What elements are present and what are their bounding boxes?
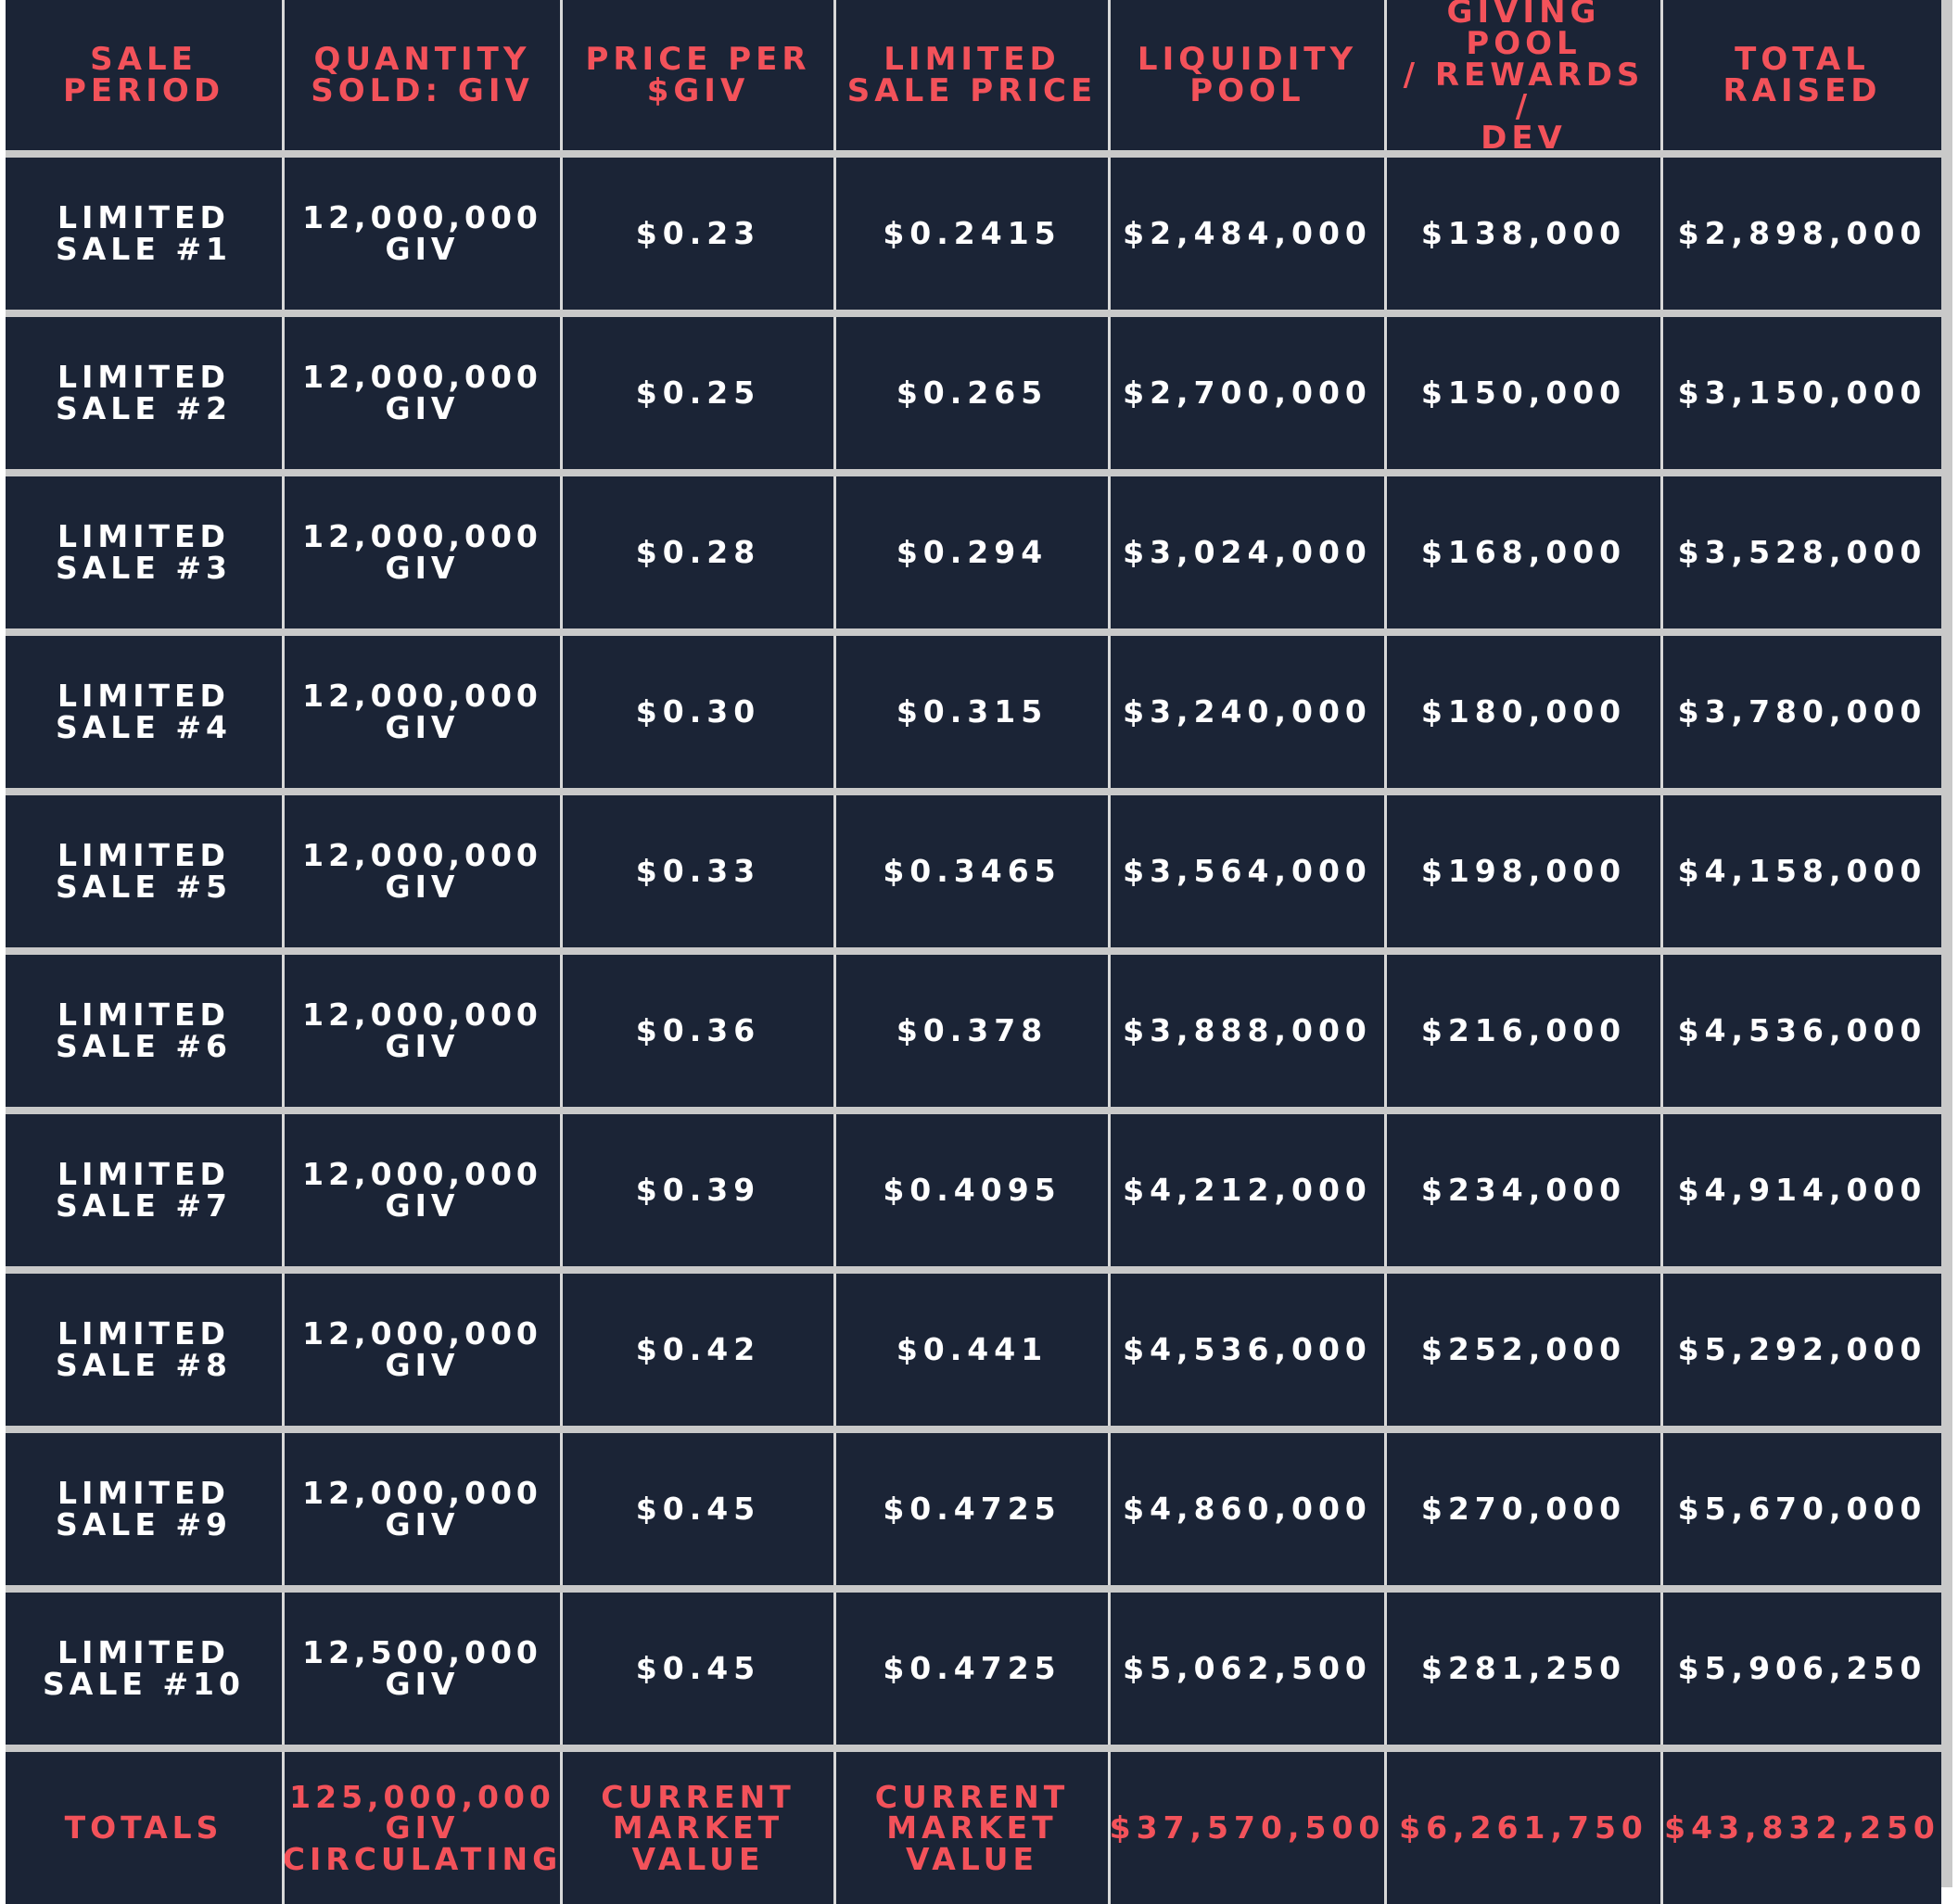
sale-period-cell: LIMITED SALE #4 bbox=[6, 636, 282, 788]
price-cell: $0.42 bbox=[560, 1274, 833, 1426]
quantity-cell: 12,000,000 GIV bbox=[282, 317, 560, 469]
sale-price-cell: $0.3465 bbox=[833, 795, 1108, 947]
price-cell: $0.25 bbox=[560, 317, 833, 469]
header-total-raised: TOTAL RAISED bbox=[1660, 0, 1941, 150]
sale-price-cell: $0.4725 bbox=[833, 1593, 1108, 1745]
liquidity-cell: $2,484,000 bbox=[1108, 158, 1384, 310]
price-cell: $0.36 bbox=[560, 955, 833, 1107]
price-cell: $0.33 bbox=[560, 795, 833, 947]
liquidity-cell: $2,700,000 bbox=[1108, 317, 1384, 469]
sale-period-cell: LIMITED SALE #10 bbox=[6, 1593, 282, 1745]
giving-pool-cell: $216,000 bbox=[1384, 955, 1660, 1107]
totals-giving-pool: $6,261,750 bbox=[1384, 1752, 1660, 1904]
header-giving-pool: GIVING POOL / REWARDS / DEV bbox=[1384, 0, 1660, 150]
total-raised-cell: $2,898,000 bbox=[1660, 158, 1941, 310]
price-cell: $0.28 bbox=[560, 476, 833, 628]
quantity-cell: 12,500,000 GIV bbox=[282, 1593, 560, 1745]
totals-price: CURRENT MARKET VALUE bbox=[560, 1752, 833, 1904]
giving-pool-cell: $150,000 bbox=[1384, 317, 1660, 469]
header-liquidity-pool: LIQUIDITY POOL bbox=[1108, 0, 1384, 150]
giving-pool-cell: $281,250 bbox=[1384, 1593, 1660, 1745]
header-quantity-sold: QUANTITY SOLD: GIV bbox=[282, 0, 560, 150]
totals-quantity: 125,000,000 GIV CIRCULATING bbox=[282, 1752, 560, 1904]
totals-liquidity: $37,570,500 bbox=[1108, 1752, 1384, 1904]
total-raised-cell: $4,158,000 bbox=[1660, 795, 1941, 947]
sale-price-cell: $0.265 bbox=[833, 317, 1108, 469]
quantity-cell: 12,000,000 GIV bbox=[282, 1114, 560, 1266]
quantity-cell: 12,000,000 GIV bbox=[282, 1274, 560, 1426]
liquidity-cell: $4,536,000 bbox=[1108, 1274, 1384, 1426]
liquidity-cell: $5,062,500 bbox=[1108, 1593, 1384, 1745]
giving-pool-cell: $180,000 bbox=[1384, 636, 1660, 788]
total-raised-cell: $4,536,000 bbox=[1660, 955, 1941, 1107]
liquidity-cell: $3,888,000 bbox=[1108, 955, 1384, 1107]
sale-price-cell: $0.4095 bbox=[833, 1114, 1108, 1266]
totals-total-raised: $43,832,250 bbox=[1660, 1752, 1941, 1904]
total-raised-cell: $3,150,000 bbox=[1660, 317, 1941, 469]
sale-table-panel: SALE PERIOD QUANTITY SOLD: GIV PRICE PER… bbox=[6, 0, 1952, 1904]
total-raised-cell: $3,780,000 bbox=[1660, 636, 1941, 788]
giving-pool-cell: $270,000 bbox=[1384, 1433, 1660, 1585]
sale-period-cell: LIMITED SALE #7 bbox=[6, 1114, 282, 1266]
sale-price-cell: $0.294 bbox=[833, 476, 1108, 628]
total-raised-cell: $3,528,000 bbox=[1660, 476, 1941, 628]
sale-period-cell: LIMITED SALE #1 bbox=[6, 158, 282, 310]
giving-pool-cell: $138,000 bbox=[1384, 158, 1660, 310]
giving-pool-cell: $168,000 bbox=[1384, 476, 1660, 628]
price-cell: $0.45 bbox=[560, 1433, 833, 1585]
sale-price-cell: $0.378 bbox=[833, 955, 1108, 1107]
quantity-cell: 12,000,000 GIV bbox=[282, 1433, 560, 1585]
header-price-per-giv: PRICE PER $GIV bbox=[560, 0, 833, 150]
totals-label: TOTALS bbox=[6, 1752, 282, 1904]
totals-sale-price: CURRENT MARKET VALUE bbox=[833, 1752, 1108, 1904]
quantity-cell: 12,000,000 GIV bbox=[282, 636, 560, 788]
sale-price-cell: $0.2415 bbox=[833, 158, 1108, 310]
sale-period-cell: LIMITED SALE #6 bbox=[6, 955, 282, 1107]
giving-pool-cell: $198,000 bbox=[1384, 795, 1660, 947]
sale-period-cell: LIMITED SALE #2 bbox=[6, 317, 282, 469]
total-raised-cell: $4,914,000 bbox=[1660, 1114, 1941, 1266]
liquidity-cell: $3,024,000 bbox=[1108, 476, 1384, 628]
price-cell: $0.39 bbox=[560, 1114, 833, 1266]
sale-price-cell: $0.441 bbox=[833, 1274, 1108, 1426]
sale-period-cell: LIMITED SALE #8 bbox=[6, 1274, 282, 1426]
giving-pool-cell: $252,000 bbox=[1384, 1274, 1660, 1426]
sale-price-cell: $0.4725 bbox=[833, 1433, 1108, 1585]
price-cell: $0.30 bbox=[560, 636, 833, 788]
liquidity-cell: $3,564,000 bbox=[1108, 795, 1384, 947]
quantity-cell: 12,000,000 GIV bbox=[282, 476, 560, 628]
giving-pool-cell: $234,000 bbox=[1384, 1114, 1660, 1266]
quantity-cell: 12,000,000 GIV bbox=[282, 158, 560, 310]
total-raised-cell: $5,292,000 bbox=[1660, 1274, 1941, 1426]
liquidity-cell: $4,860,000 bbox=[1108, 1433, 1384, 1585]
total-raised-cell: $5,906,250 bbox=[1660, 1593, 1941, 1745]
header-sale-period: SALE PERIOD bbox=[6, 0, 282, 150]
quantity-cell: 12,000,000 GIV bbox=[282, 795, 560, 947]
sale-price-cell: $0.315 bbox=[833, 636, 1108, 788]
price-cell: $0.23 bbox=[560, 158, 833, 310]
sale-table: SALE PERIOD QUANTITY SOLD: GIV PRICE PER… bbox=[6, 0, 1952, 1904]
liquidity-cell: $4,212,000 bbox=[1108, 1114, 1384, 1266]
sale-period-cell: LIMITED SALE #9 bbox=[6, 1433, 282, 1585]
total-raised-cell: $5,670,000 bbox=[1660, 1433, 1941, 1585]
sale-period-cell: LIMITED SALE #5 bbox=[6, 795, 282, 947]
liquidity-cell: $3,240,000 bbox=[1108, 636, 1384, 788]
price-cell: $0.45 bbox=[560, 1593, 833, 1745]
sale-period-cell: LIMITED SALE #3 bbox=[6, 476, 282, 628]
quantity-cell: 12,000,000 GIV bbox=[282, 955, 560, 1107]
header-limited-sale-price: LIMITED SALE PRICE bbox=[833, 0, 1108, 150]
